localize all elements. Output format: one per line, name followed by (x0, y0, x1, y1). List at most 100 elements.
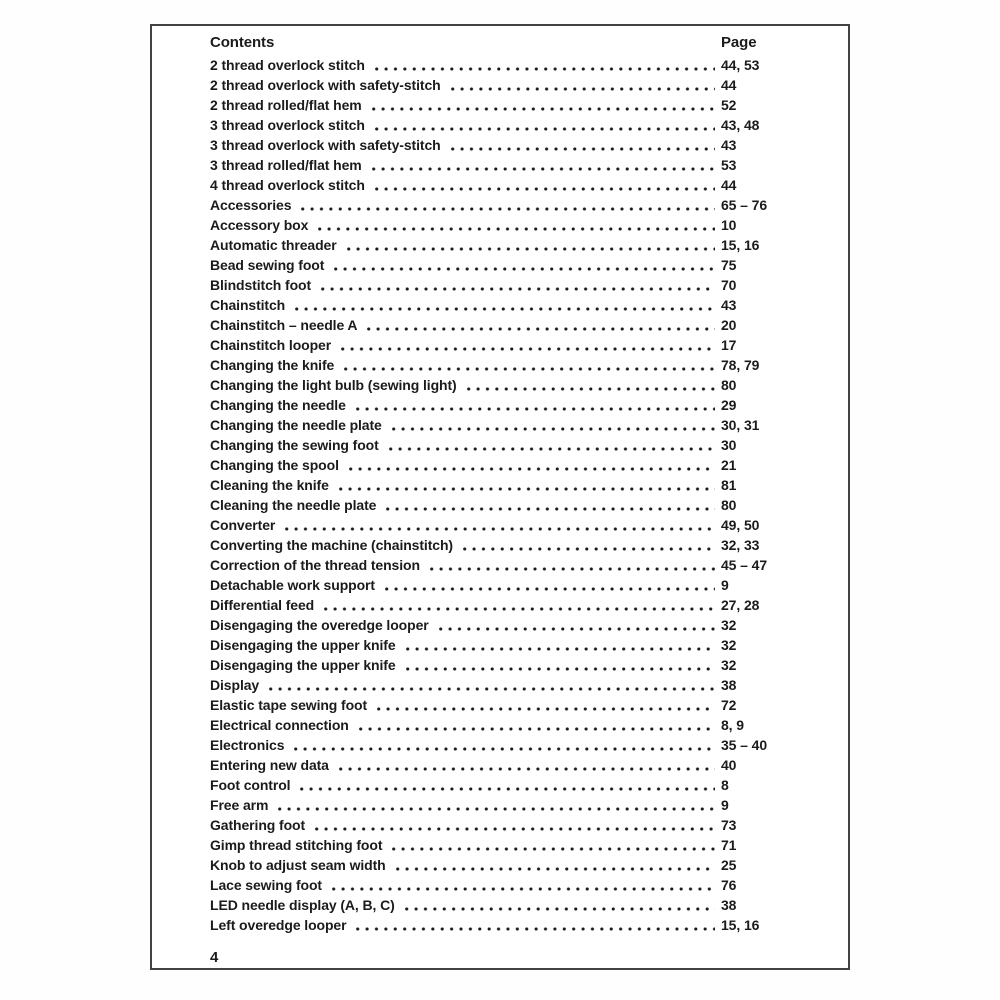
toc-entry-page: 38 (721, 897, 737, 913)
toc-entry-title: Foot control (210, 777, 291, 793)
toc-entry-page: 44, 53 (721, 57, 760, 73)
toc-entry-title: Cleaning the knife (210, 477, 329, 493)
dot-leader (379, 575, 715, 595)
dot-leader (387, 835, 715, 855)
toc-entry-page: 81 (721, 477, 737, 493)
toc-entry-row: Knob to adjust seam width 25 (210, 855, 848, 875)
toc-entry-row: 2 thread rolled/flat hem 52 (210, 95, 848, 115)
toc-entry-row: Changing the light bulb (sewing light) 8… (210, 375, 848, 395)
dot-leader (386, 415, 715, 435)
toc-entry-row: Chainstitch looper 17 (210, 335, 848, 355)
toc-entry-row: Correction of the thread tension 45 – 47 (210, 555, 848, 575)
contents-page-box: Contents Page 2 thread overlock stitch 4… (150, 24, 850, 970)
toc-entry-page: 8 (721, 777, 729, 793)
toc-entry-title: LED needle display (A, B, C) (210, 897, 395, 913)
toc-entry-title: Elastic tape sewing foot (210, 697, 368, 713)
toc-entry-title: Disengaging the upper knife (210, 657, 396, 673)
dot-leader (445, 75, 715, 95)
dot-leader (280, 515, 715, 535)
toc-entry-title: Automatic threader (210, 237, 337, 253)
toc-entry-page: 40 (721, 757, 737, 773)
dot-leader (383, 435, 715, 455)
page-number-footer: 4 (210, 949, 219, 966)
toc-entry-page: 35 – 40 (721, 737, 768, 753)
toc-entry-row: Left overedge looper 15, 16 (210, 915, 848, 935)
toc-entry-row: Converter 49, 50 (210, 515, 848, 535)
dot-leader (400, 635, 715, 655)
header-spacer (274, 32, 721, 54)
toc-entry-page: 9 (721, 577, 729, 593)
toc-entry-page: 15, 16 (721, 237, 760, 253)
toc-entry-row: Electronics 35 – 40 (210, 735, 848, 755)
dot-leader (369, 175, 715, 195)
toc-entry-title: 2 thread overlock stitch (210, 57, 365, 73)
toc-entry-page: 29 (721, 397, 737, 413)
toc-entry-row: Entering new data 40 (210, 755, 848, 775)
toc-entry-row: 2 thread overlock with safety-stitch 44 (210, 75, 848, 95)
dot-leader (343, 455, 715, 475)
toc-entry-page: 15, 16 (721, 917, 760, 933)
toc-entry-title: Differential feed (210, 597, 315, 613)
toc-entry-title: Changing the spool (210, 457, 339, 473)
toc-entry-row: Accessory box 10 (210, 215, 848, 235)
toc-entry-row: Automatic threader 15, 16 (210, 235, 848, 255)
dot-leader (445, 135, 715, 155)
toc-entry-title: 3 thread rolled/flat hem (210, 157, 362, 173)
dot-leader (461, 375, 715, 395)
toc-entry-title: Detachable work support (210, 577, 375, 593)
dot-leader (333, 755, 715, 775)
toc-entry-page: 20 (721, 317, 737, 333)
toc-entry-row: Accessories 65 – 76 (210, 195, 848, 215)
dot-leader (381, 495, 715, 515)
toc-entry-title: 2 thread rolled/flat hem (210, 97, 362, 113)
toc-entry-page: 75 (721, 257, 737, 273)
dot-leader (458, 535, 715, 555)
toc-entry-title: Display (210, 677, 260, 693)
toc-entry-row: Free arm 9 (210, 795, 848, 815)
toc-entry-page: 52 (721, 97, 737, 113)
toc-entry-title: Disengaging the overedge looper (210, 617, 429, 633)
toc-entry-row: Detachable work support 9 (210, 575, 848, 595)
toc-entry-page: 17 (721, 337, 737, 353)
dot-leader (310, 815, 715, 835)
toc-entry-row: Converting the machine (chainstitch) 32,… (210, 535, 848, 555)
toc-entry-title: Knob to adjust seam width (210, 857, 386, 873)
toc-entry-row: Changing the sewing foot 30 (210, 435, 848, 455)
toc-entry-row: Blindstitch foot 70 (210, 275, 848, 295)
dot-leader (336, 335, 715, 355)
dot-leader (295, 775, 715, 795)
dot-leader (319, 595, 715, 615)
dot-leader (350, 395, 715, 415)
toc-entry-row: Lace sewing foot 76 (210, 875, 848, 895)
toc-entry-title: Electrical connection (210, 717, 349, 733)
toc-entry-title: Entering new data (210, 757, 329, 773)
toc-entry-title: Electronics (210, 737, 285, 753)
toc-entry-row: 2 thread overlock stitch 44, 53 (210, 55, 848, 75)
toc-entry-page: 32 (721, 637, 737, 653)
dot-leader (362, 315, 715, 335)
dot-leader (369, 55, 715, 75)
dot-leader (400, 655, 715, 675)
toc-entry-page: 27, 28 (721, 597, 760, 613)
toc-entry-page: 32 (721, 617, 737, 633)
toc-entry-row: Changing the spool 21 (210, 455, 848, 475)
toc-entry-title: Converting the machine (chainstitch) (210, 537, 453, 553)
dot-leader (289, 735, 715, 755)
dot-leader (273, 795, 715, 815)
toc-entry-page: 21 (721, 457, 737, 473)
toc-entry-row: Chainstitch 43 (210, 295, 848, 315)
toc-entry-title: Chainstitch – needle A (210, 317, 358, 333)
dot-leader (333, 475, 715, 495)
toc-entry-row: 3 thread overlock with safety-stitch 43 (210, 135, 848, 155)
toc-entry-page: 65 – 76 (721, 197, 768, 213)
toc-entry-title: Blindstitch foot (210, 277, 312, 293)
dot-leader (290, 295, 715, 315)
toc-entry-page: 32 (721, 657, 737, 673)
toc-entry-title: Lace sewing foot (210, 877, 322, 893)
toc-entry-page: 43 (721, 137, 737, 153)
toc-entry-title: Gimp thread stitching foot (210, 837, 383, 853)
toc-entry-page: 70 (721, 277, 737, 293)
toc-entry-title: Bead sewing foot (210, 257, 325, 273)
toc-entry-row: Cleaning the needle plate 80 (210, 495, 848, 515)
